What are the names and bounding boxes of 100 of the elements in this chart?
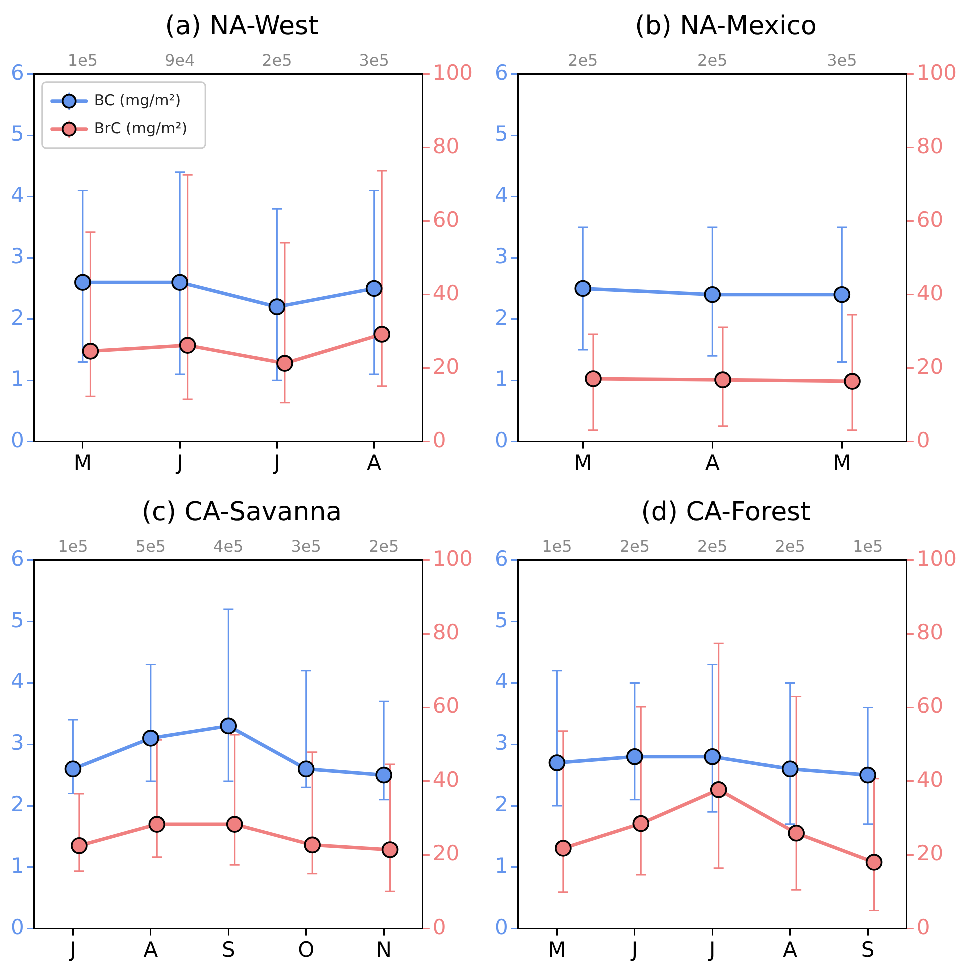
y-tick-label: 6	[10, 60, 24, 85]
x-tick-label: M	[548, 938, 566, 962]
point	[74, 274, 92, 291]
y-tick-label: 4	[494, 183, 508, 208]
y2-tick-label: 60	[916, 694, 944, 718]
y-tick-label: 1	[10, 854, 24, 878]
x-tick-label: A	[783, 938, 798, 962]
y2-tick-label: 80	[432, 620, 460, 645]
y2-tick-label: 20	[432, 354, 460, 379]
chart-title: (b) NA-Mexico	[635, 11, 817, 42]
point	[71, 838, 88, 854]
point	[304, 836, 321, 854]
point	[632, 815, 650, 832]
x-tick-label: M	[574, 450, 592, 475]
point	[366, 280, 383, 298]
x-tick-label: O	[298, 938, 315, 962]
y2-tick-label: 0	[916, 915, 930, 940]
point	[64, 760, 82, 778]
text: 2e5	[620, 536, 650, 556]
y2-tick-label: 40	[916, 281, 944, 306]
y2-tick-label: 100	[916, 546, 958, 571]
text: 3e5	[827, 50, 858, 70]
y-tick-label: 3	[494, 244, 508, 269]
point	[788, 824, 805, 842]
y2-tick-label: 80	[916, 134, 944, 158]
y-tick-label: 2	[10, 306, 24, 330]
y-tick-label: 1	[10, 367, 24, 392]
y2-tick-label: 60	[916, 208, 944, 232]
text: 2e5	[368, 536, 400, 556]
x-tick-label: M	[833, 450, 852, 475]
y-tick-label: 6	[494, 60, 508, 85]
y-tick-label: 3	[494, 731, 508, 756]
text: 5e5	[136, 536, 166, 556]
y-tick-label: 4	[10, 183, 24, 208]
text: 3e5	[291, 536, 322, 556]
y-tick-label: 6	[494, 546, 508, 571]
y2-tick-label: 40	[432, 768, 460, 792]
x-tick-label: N	[376, 938, 392, 962]
y2-tick-label: 40	[916, 768, 944, 792]
point	[860, 766, 876, 784]
point	[626, 748, 644, 766]
x-tick-label: J	[68, 938, 76, 962]
legend-label: BrC (mg/m²)	[94, 119, 188, 138]
text: 2e5	[698, 50, 728, 70]
point	[82, 343, 100, 360]
point	[374, 326, 391, 343]
y-tick-label: 0	[10, 428, 24, 452]
y-tick-label: 0	[494, 915, 508, 940]
text: 2e5	[262, 50, 292, 70]
x-tick-label: A	[367, 450, 382, 475]
y2-tick-label: 80	[916, 620, 944, 645]
y-tick-label: 2	[494, 792, 508, 816]
text: 4e5	[214, 536, 244, 556]
point	[382, 842, 399, 858]
y-tick-label: 2	[10, 792, 24, 816]
y-tick-label: 3	[10, 244, 24, 269]
text: 1e5	[58, 536, 88, 556]
point	[555, 840, 572, 857]
y2-tick-label: 0	[916, 428, 930, 452]
y2-tick-label: 60	[432, 694, 460, 718]
point	[142, 730, 160, 747]
chart-title: (a) NA-West	[165, 11, 319, 42]
point	[179, 337, 196, 354]
y2-tick-label: 100	[432, 60, 474, 85]
text: 3e5	[359, 50, 390, 70]
y-tick-label: 1	[494, 854, 508, 878]
y-tick-label: 1	[494, 367, 508, 392]
chart-title: (d) CA-Forest	[641, 497, 811, 528]
y-tick-label: 5	[494, 608, 508, 632]
x-tick-label: J	[272, 450, 280, 475]
point	[710, 782, 728, 798]
x-tick-label: J	[174, 450, 184, 475]
text: 2e5	[775, 536, 806, 556]
x-tick-label: A	[705, 450, 720, 475]
y2-tick-label: 100	[432, 546, 474, 571]
point	[148, 816, 166, 833]
x-tick-label: S	[222, 938, 236, 962]
text: 1e5	[852, 536, 884, 556]
text: 2e5	[698, 536, 728, 556]
text: 9e4	[164, 50, 196, 70]
y2-tick-label: 20	[916, 354, 944, 379]
text: 2e5	[568, 50, 598, 70]
point	[268, 298, 286, 316]
y-tick-label: 5	[494, 122, 508, 146]
legend-label: BC (mg/m²)	[94, 91, 182, 110]
point	[226, 816, 244, 833]
point	[782, 760, 799, 778]
point	[548, 754, 566, 772]
chart-title: (c) CA-Savanna	[142, 497, 342, 528]
y2-tick-label: 60	[432, 208, 460, 232]
y-tick-label: 4	[10, 670, 24, 694]
y2-tick-label: 100	[916, 60, 958, 85]
y2-tick-label: 40	[432, 281, 460, 306]
y-tick-label: 5	[10, 122, 24, 146]
y-tick-label: 0	[10, 915, 24, 940]
point	[276, 355, 294, 372]
x-tick-label: M	[74, 450, 92, 475]
y2-tick-label: 0	[432, 915, 446, 940]
y-tick-label: 4	[494, 670, 508, 694]
y2-tick-label: 20	[432, 842, 460, 866]
